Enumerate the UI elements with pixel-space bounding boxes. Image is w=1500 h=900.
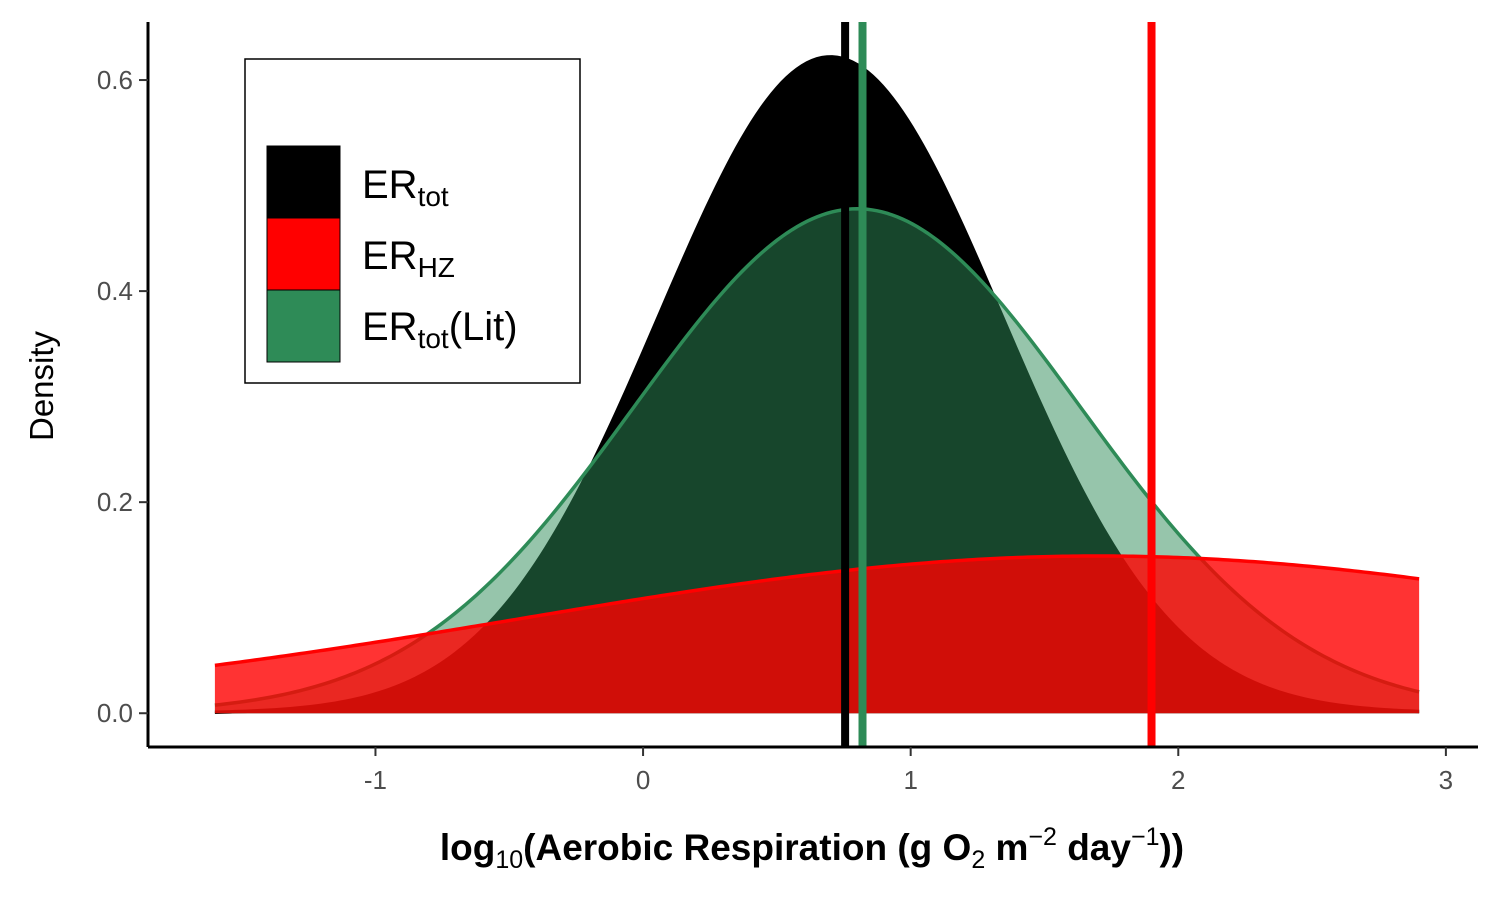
x-axis-ticks: -1 0 1 2 3: [364, 747, 1453, 795]
y-tick-label: 0.2: [97, 487, 133, 517]
y-axis-title: Density: [23, 330, 60, 441]
x-tick-label: -1: [364, 765, 387, 795]
legend: ERtot ERHZ ERtot(Lit): [244, 58, 581, 384]
x-tick-label: 3: [1439, 765, 1453, 795]
y-tick-label: 0.6: [97, 65, 133, 95]
legend-label-er-hz: ERHZ: [362, 234, 455, 283]
legend-key-er-tot-lit: [266, 289, 341, 363]
legend-label-er-tot-lit: ERtot(Lit): [362, 305, 518, 354]
legend-label-er-tot: ERtot: [362, 163, 449, 212]
mean-lines: [841, 22, 1156, 747]
density-curve-er-hz: [214, 554, 1420, 668]
y-tick-label: 0.0: [97, 698, 133, 728]
x-tick-label: 1: [903, 765, 917, 795]
y-tick-label: 0.4: [97, 276, 133, 306]
y-axis-ticks: 0.0 0.2 0.4 0.6: [97, 65, 148, 728]
density-area-er-hz: [214, 555, 1420, 714]
x-tick-label: 2: [1171, 765, 1185, 795]
legend-key-er-tot: [266, 145, 341, 219]
x-tick-label: 0: [636, 765, 650, 795]
legend-key-er-hz: [266, 217, 341, 291]
density-series: [214, 55, 1420, 714]
x-axis-title: log10(Aerobic Respiration (g O2 m−2 day−…: [440, 823, 1184, 874]
